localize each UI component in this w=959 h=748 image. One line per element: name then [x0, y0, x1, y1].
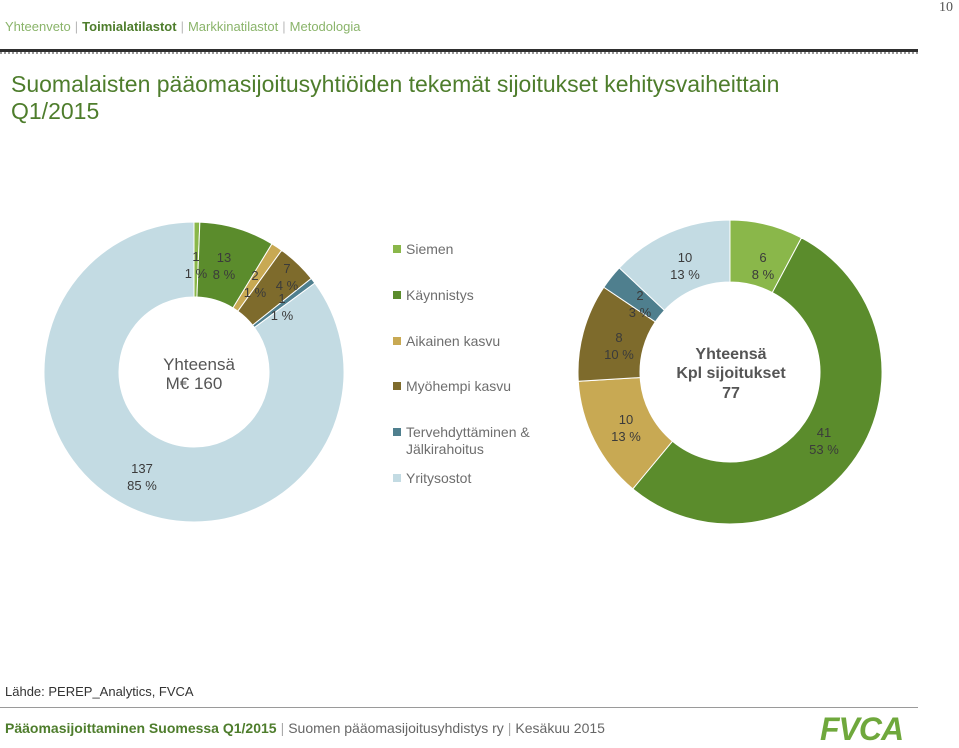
data-label-percent: 4 %	[276, 278, 299, 293]
nav-item-3[interactable]: Metodologia	[289, 19, 361, 34]
legend-label: Tervehdyttäminen & Jälkirahoitus	[406, 424, 530, 457]
page-title: Suomalaisten pääomasijoitusyhtiöiden tek…	[11, 71, 780, 124]
data-label-percent: 10 %	[604, 347, 634, 362]
nav-separator: |	[282, 19, 286, 34]
footer-publication: Pääomasijoittaminen Suomessa Q1/2015	[5, 720, 277, 736]
footer-separator: |	[280, 720, 285, 736]
data-label-value: 10	[678, 250, 692, 265]
legend-swatch	[393, 337, 401, 345]
data-label-percent: 1 %	[244, 285, 267, 300]
donut-1-slice-yritysostot	[43, 221, 345, 523]
data-label-percent: 1 %	[185, 266, 208, 281]
data-label-value: 6	[759, 250, 766, 265]
page-number: 10	[939, 0, 953, 15]
nav-separator: |	[180, 19, 184, 34]
donut-center-label: Yhteensä	[163, 355, 235, 374]
header-dotted-rule	[0, 52, 918, 57]
legend-swatch	[393, 428, 401, 436]
nav-item-0[interactable]: Yhteenveto	[5, 19, 71, 34]
donut-center-label: Yhteensä	[695, 346, 766, 363]
data-label-value: 8	[615, 330, 622, 345]
source-note: Lähde: PEREP_Analytics, FVCA	[5, 684, 194, 699]
data-label-percent: 3 %	[629, 305, 652, 320]
donut-2-slice-yritysostot	[618, 219, 731, 312]
footer-separator: |	[507, 720, 512, 736]
donut-2-slice-käynnistys	[632, 237, 883, 525]
legend-label: Aikainen kasvu	[406, 333, 501, 349]
fvca-logo: FVCA	[820, 711, 904, 747]
legend-label: Siemen	[406, 241, 454, 257]
legend-label: Myöhempi kasvu	[406, 378, 512, 394]
data-label-value: 1	[278, 291, 285, 306]
data-label-value: 2	[636, 288, 643, 303]
legend-label: Käynnistys	[406, 287, 474, 303]
header-rule	[0, 49, 918, 52]
footer-organization: Suomen pääomasijoitusyhdistys ry	[288, 720, 504, 736]
legend-swatch	[393, 474, 401, 482]
data-label-value: 137	[131, 461, 153, 476]
data-label-value: 41	[817, 425, 831, 440]
data-label-value: 2	[251, 268, 258, 283]
data-label-percent: 13 %	[670, 267, 700, 282]
data-label-value: 10	[619, 412, 633, 427]
legend-swatch	[393, 245, 401, 253]
data-label-percent: 1 %	[271, 308, 294, 323]
nav-item-2[interactable]: Markkinatilastot	[187, 19, 279, 34]
data-label-value: 7	[283, 261, 290, 276]
data-label-percent: 8 %	[213, 267, 236, 282]
donut-center-label: Kpl sijoitukset	[676, 365, 786, 382]
data-label-percent: 85 %	[127, 478, 157, 493]
data-label-percent: 13 %	[611, 429, 641, 444]
data-label-value: 1	[192, 249, 199, 264]
nav-item-1[interactable]: Toimialatilastot	[82, 19, 177, 34]
legend-swatch	[393, 382, 401, 390]
nav-separator: |	[74, 19, 79, 34]
footer: Pääomasijoittaminen Suomessa Q1/2015 | Suo…	[5, 720, 605, 736]
donut-center-label: M€ 160	[166, 374, 223, 393]
top-navigation: Yhteenveto | Toimialatilastot | Markkinatila…	[5, 19, 360, 34]
data-label-percent: 53 %	[809, 442, 839, 457]
donut-center-label: 77	[722, 385, 740, 402]
footer-date: Kesäkuu 2015	[515, 720, 605, 736]
data-label-percent: 8 %	[752, 267, 775, 282]
legend-swatch	[393, 291, 401, 299]
footer-rule	[0, 707, 918, 708]
data-label-value: 13	[217, 250, 231, 265]
legend-label: Yritysostot	[406, 470, 472, 486]
